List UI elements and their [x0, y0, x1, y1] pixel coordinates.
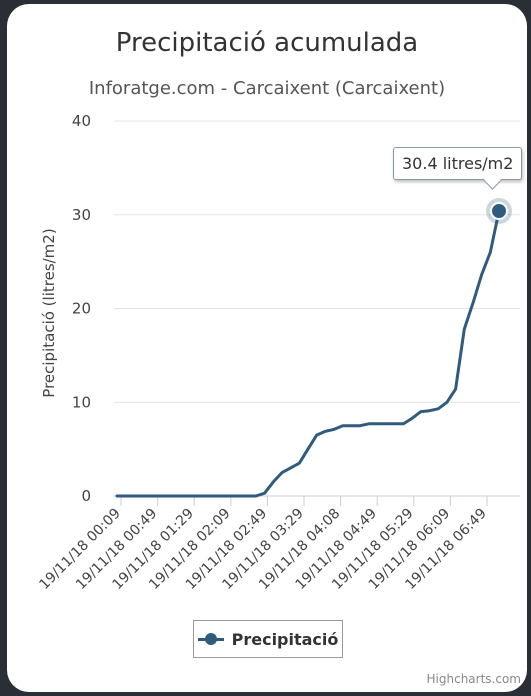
data-point[interactable]	[113, 492, 121, 500]
data-point[interactable]	[478, 271, 486, 279]
data-point[interactable]	[209, 492, 217, 500]
y-tick-label: 20	[72, 300, 91, 318]
data-point[interactable]	[356, 422, 364, 430]
data-point[interactable]	[408, 414, 416, 422]
data-point[interactable]	[365, 420, 373, 428]
chart-subtitle: Inforatge.com - Carcaixent (Carcaixent)	[88, 78, 446, 99]
data-point[interactable]	[391, 420, 399, 428]
data-tooltip: 30.4 litres/m2	[393, 147, 523, 180]
data-point[interactable]	[191, 492, 199, 500]
legend-item-precipitacio[interactable]: Precipitació	[193, 620, 343, 658]
y-tick-label: 0	[81, 487, 91, 505]
data-point[interactable]	[347, 422, 355, 430]
data-point[interactable]	[417, 408, 425, 416]
highlight-point[interactable]	[490, 202, 508, 220]
data-point[interactable]	[382, 420, 390, 428]
y-axis-label: Precipitació (litres/m2)	[40, 228, 58, 397]
data-point[interactable]	[243, 492, 251, 500]
data-point[interactable]	[400, 420, 408, 428]
data-point[interactable]	[321, 427, 329, 435]
data-point[interactable]	[469, 299, 477, 307]
data-point[interactable]	[452, 385, 460, 393]
data-point[interactable]	[148, 492, 156, 500]
data-point[interactable]	[226, 492, 234, 500]
data-point[interactable]	[261, 489, 269, 497]
data-point[interactable]	[443, 398, 451, 406]
data-point[interactable]	[122, 492, 130, 500]
data-point[interactable]	[434, 405, 442, 413]
data-point[interactable]	[156, 492, 164, 500]
data-point[interactable]	[330, 425, 338, 433]
data-point[interactable]	[486, 248, 494, 256]
chart-title: Precipitació acumulada	[115, 28, 419, 58]
y-tick-label: 10	[72, 393, 91, 411]
series-group	[113, 198, 512, 500]
data-point[interactable]	[252, 492, 260, 500]
data-point[interactable]	[139, 492, 147, 500]
data-point[interactable]	[200, 492, 208, 500]
data-point[interactable]	[373, 420, 381, 428]
data-point[interactable]	[287, 464, 295, 472]
data-point[interactable]	[295, 459, 303, 467]
series-line-precipitacio	[115, 209, 501, 498]
data-point[interactable]	[304, 445, 312, 453]
y-tick-label: 40	[72, 112, 91, 130]
data-point[interactable]	[426, 407, 434, 415]
data-point[interactable]	[130, 492, 138, 500]
data-point[interactable]	[165, 492, 173, 500]
data-point[interactable]	[182, 492, 190, 500]
legend-line-marker-icon	[197, 633, 224, 645]
data-point[interactable]	[278, 469, 286, 477]
data-point[interactable]	[217, 492, 225, 500]
legend-label: Precipitació	[231, 629, 339, 649]
data-point[interactable]	[460, 325, 468, 333]
credits-link[interactable]: Highcharts.com	[426, 672, 521, 686]
data-point[interactable]	[313, 431, 321, 439]
y-axis-ticks: 0 10 20 30 40	[72, 112, 91, 505]
data-point[interactable]	[339, 422, 347, 430]
y-tick-label: 30	[72, 206, 91, 224]
data-point[interactable]	[235, 492, 243, 500]
chart-container: Precipitació acumulada Inforatge.com - C…	[7, 4, 527, 692]
data-point[interactable]	[174, 492, 182, 500]
data-point[interactable]	[269, 478, 277, 486]
